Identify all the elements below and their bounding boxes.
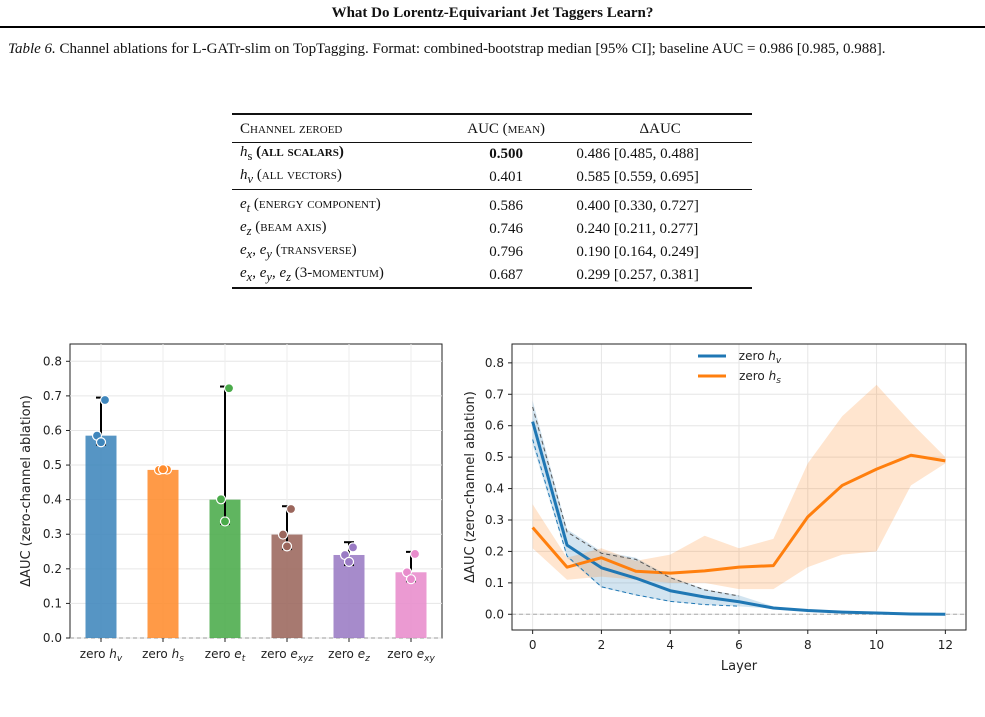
bar-chart-channel-ablation: 0.0 0.1 0.2 0.3 0.4 0.5 0.6 0.7 0.8 zero hv zero h… bbox=[19, 343, 443, 664]
y-tick-label: 0.0 bbox=[43, 631, 62, 645]
y-axis-label: ΔAUC (zero-channel ablation) bbox=[463, 391, 478, 583]
seed-trace bbox=[532, 439, 740, 607]
bar bbox=[271, 534, 303, 638]
caption-text: Channel ablations for L-GATr-slim on Top… bbox=[59, 41, 886, 57]
row-auc: 0.401 bbox=[489, 169, 524, 185]
y-tick-label: 0.2 bbox=[485, 544, 504, 558]
x-tick-label: zero et bbox=[205, 647, 246, 664]
y-tick-label: 0.8 bbox=[485, 356, 504, 370]
y-tick-label: 0.8 bbox=[43, 354, 62, 368]
seed-point bbox=[343, 556, 355, 568]
bar bbox=[85, 435, 117, 638]
y-tick-label: 0.3 bbox=[485, 513, 504, 527]
row-auc: 0.586 bbox=[489, 198, 524, 214]
ablation-table: Channel zeroed AUC (mean) ΔAUC hs (all s… bbox=[232, 113, 752, 289]
y-tick-label: 0.0 bbox=[485, 607, 504, 621]
bar bbox=[147, 469, 179, 638]
series-line bbox=[531, 421, 946, 616]
row-delta: 0.585 [0.559, 0.695] bbox=[576, 169, 699, 185]
x-axis-label: Layer bbox=[721, 659, 758, 674]
row-auc: 0.796 bbox=[489, 244, 524, 260]
row-delta: 0.240 [0.211, 0.277] bbox=[576, 221, 699, 237]
table-row: ex, ey (transverse) 0.796 0.190 [0.164, … bbox=[232, 241, 752, 264]
row-channel: ex, ey, ez (3-momentum) bbox=[240, 265, 384, 284]
y-tick-label: 0.1 bbox=[485, 576, 504, 590]
y-tick-label: 0.7 bbox=[485, 387, 504, 401]
row-channel: ez (beam axis) bbox=[240, 219, 327, 238]
row-channel: hs (all scalars) bbox=[240, 144, 344, 163]
table-row: hv (all vectors) 0.401 0.585 [0.559, 0.6… bbox=[232, 166, 752, 190]
x-tick-label: zero exy bbox=[387, 647, 435, 664]
col-header-delta: ΔAUC bbox=[639, 121, 681, 137]
y-tick-label: 0.6 bbox=[43, 423, 62, 437]
y-tick-label: 0.5 bbox=[485, 450, 504, 464]
row-auc: 0.500 bbox=[489, 146, 524, 162]
y-tick-label: 0.3 bbox=[43, 527, 62, 541]
table-caption: Table 6. Channel ablations for L-GATr-sl… bbox=[8, 40, 976, 59]
seed-point bbox=[157, 464, 169, 475]
seed-point bbox=[223, 383, 235, 394]
seed-point bbox=[285, 503, 297, 515]
row-auc: 0.687 bbox=[489, 267, 524, 283]
x-tick-label: 0 bbox=[529, 638, 537, 652]
legend-label: zero hv bbox=[739, 349, 782, 366]
seed-point bbox=[409, 548, 421, 560]
seed-point bbox=[215, 494, 227, 505]
row-delta: 0.299 [0.257, 0.381] bbox=[576, 267, 699, 283]
x-tick-label: 4 bbox=[666, 638, 674, 652]
seed-point bbox=[99, 394, 111, 406]
y-tick-label: 0.7 bbox=[43, 389, 62, 403]
table-row: hs (all scalars) 0.500 0.486 [0.485, 0.4… bbox=[232, 143, 752, 167]
x-tick-label: zero ez bbox=[328, 647, 370, 664]
table-row: ez (beam axis) 0.746 0.240 [0.211, 0.277… bbox=[232, 218, 752, 241]
y-tick-label: 0.4 bbox=[485, 482, 504, 496]
series-line bbox=[531, 453, 946, 575]
row-auc: 0.746 bbox=[489, 221, 524, 237]
table-row: et (energy component) 0.586 0.400 [0.330… bbox=[232, 190, 752, 219]
legend-label: zero hs bbox=[739, 369, 781, 386]
row-delta: 0.486 [0.485, 0.488] bbox=[576, 146, 699, 162]
plot-frame bbox=[69, 343, 443, 639]
x-tick-label: 8 bbox=[804, 638, 812, 652]
table-row: ex, ey, ez (3-momentum) 0.687 0.299 [0.2… bbox=[232, 264, 752, 288]
bar bbox=[333, 554, 365, 638]
y-tick-label: 0.6 bbox=[485, 419, 504, 433]
seed-trace bbox=[532, 406, 740, 597]
seed-point bbox=[347, 542, 359, 553]
x-tick-label: zero hs bbox=[142, 647, 184, 664]
row-delta: 0.190 [0.164, 0.249] bbox=[576, 244, 699, 260]
x-tick-label: 12 bbox=[938, 638, 953, 652]
x-tick-label: zero exyz bbox=[261, 647, 314, 664]
y-tick-label: 0.5 bbox=[43, 458, 62, 472]
confidence-band bbox=[532, 400, 946, 615]
col-header-auc: AUC (mean) bbox=[467, 121, 546, 137]
col-header-channel: Channel zeroed bbox=[240, 121, 343, 137]
seed-point bbox=[219, 516, 231, 527]
seed-point bbox=[405, 574, 417, 585]
row-channel: hv (all vectors) bbox=[240, 167, 342, 186]
seed-point bbox=[95, 437, 107, 448]
seed-point bbox=[281, 541, 293, 552]
confidence-band bbox=[532, 384, 946, 590]
x-tick-label: 6 bbox=[735, 638, 743, 652]
x-tick-label: 10 bbox=[869, 638, 884, 652]
row-delta: 0.400 [0.330, 0.727] bbox=[576, 198, 699, 214]
seed-point bbox=[277, 529, 289, 540]
row-channel: et (energy component) bbox=[240, 196, 381, 215]
y-tick-label: 0.2 bbox=[43, 562, 62, 576]
y-tick-label: 0.4 bbox=[43, 493, 62, 507]
running-head: What Do Lorentz-Equivariant Jet Taggers … bbox=[0, 0, 985, 28]
x-tick-label: zero hv bbox=[80, 647, 123, 664]
y-axis-label: ΔAUC (zero-channel ablation) bbox=[19, 395, 34, 587]
x-tick-label: 2 bbox=[598, 638, 606, 652]
row-channel: ex, ey (transverse) bbox=[240, 242, 357, 261]
y-tick-label: 0.1 bbox=[43, 596, 62, 610]
caption-label: Table 6. bbox=[8, 41, 56, 57]
plot-frame bbox=[511, 343, 967, 631]
line-chart-layer-ablation: 0.0 0.1 0.2 0.3 0.4 0.5 0.6 0.7 0.8 0 2 4 6 8 10 12 zero… bbox=[463, 343, 967, 674]
